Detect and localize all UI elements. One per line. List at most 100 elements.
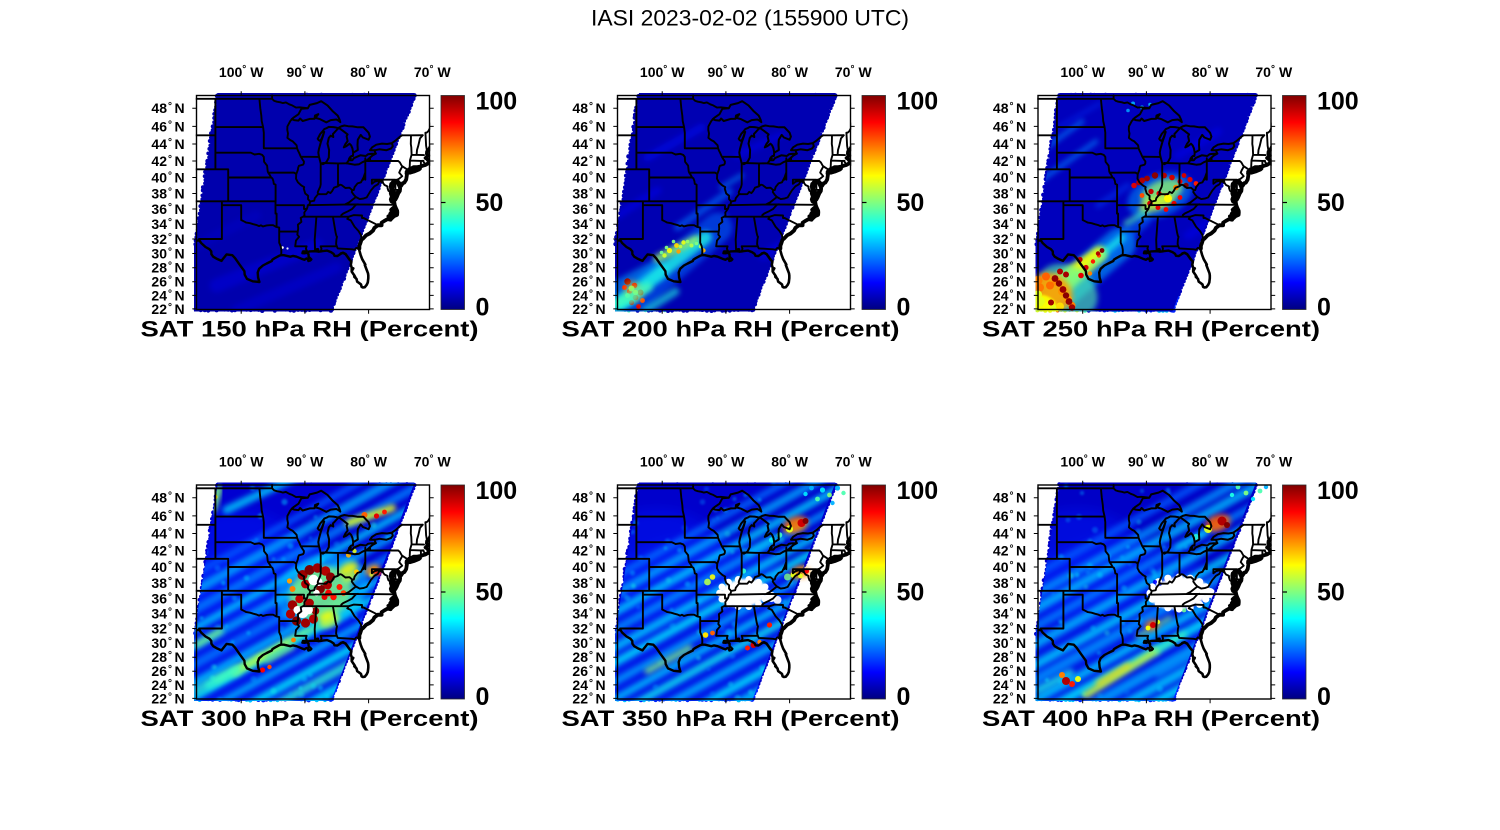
- svg-text:22: 22: [572, 690, 588, 706]
- svg-text:26: 26: [572, 663, 588, 679]
- svg-text:N: N: [1016, 508, 1026, 524]
- svg-text:42: 42: [993, 543, 1009, 559]
- svg-text:100°W: 100° W: [219, 64, 264, 80]
- svg-text:N: N: [596, 591, 606, 607]
- svg-text:N: N: [596, 153, 606, 169]
- svg-text:50: 50: [1317, 579, 1345, 607]
- svg-text:N: N: [175, 690, 185, 706]
- svg-text:°: °: [168, 592, 172, 603]
- svg-text:50: 50: [476, 579, 504, 607]
- svg-text:°: °: [1010, 664, 1014, 675]
- svg-text:90°W: 90° W: [287, 454, 325, 470]
- svg-text:N: N: [1016, 490, 1026, 506]
- svg-text:N: N: [175, 186, 185, 202]
- svg-text:°: °: [1010, 288, 1014, 299]
- svg-text:22: 22: [151, 301, 167, 317]
- svg-text:N: N: [1016, 543, 1026, 559]
- svg-text:°: °: [589, 202, 593, 213]
- svg-text:N: N: [596, 606, 606, 622]
- svg-text:34: 34: [151, 216, 167, 232]
- svg-text:N: N: [596, 274, 606, 290]
- svg-text:N: N: [175, 246, 185, 262]
- svg-text:N: N: [175, 649, 185, 665]
- svg-text:32: 32: [993, 621, 1009, 637]
- svg-text:N: N: [596, 100, 606, 116]
- svg-text:°: °: [589, 275, 593, 286]
- svg-text:80°W: 80° W: [350, 64, 388, 80]
- svg-text:°: °: [1010, 691, 1014, 702]
- svg-text:36: 36: [993, 591, 1009, 607]
- svg-text:50: 50: [897, 189, 925, 217]
- svg-text:48: 48: [151, 100, 167, 116]
- svg-text:0: 0: [1317, 294, 1331, 322]
- svg-text:40: 40: [993, 170, 1009, 186]
- svg-text:0: 0: [1317, 683, 1331, 711]
- svg-text:°: °: [589, 607, 593, 618]
- svg-text:90°W: 90° W: [708, 64, 746, 80]
- svg-text:°: °: [1010, 527, 1014, 538]
- svg-text:°: °: [589, 247, 593, 258]
- svg-text:°: °: [168, 217, 172, 228]
- svg-text:90°W: 90° W: [287, 64, 325, 80]
- svg-text:°: °: [589, 691, 593, 702]
- svg-text:24: 24: [572, 677, 588, 693]
- svg-text:42: 42: [572, 153, 588, 169]
- svg-text:°: °: [589, 678, 593, 689]
- svg-text:°: °: [589, 261, 593, 272]
- svg-text:N: N: [175, 677, 185, 693]
- svg-text:100: 100: [476, 477, 518, 505]
- svg-text:32: 32: [151, 231, 167, 247]
- svg-text:32: 32: [151, 621, 167, 637]
- svg-text:70°W: 70° W: [414, 64, 452, 80]
- svg-text:50: 50: [897, 579, 925, 607]
- svg-text:°: °: [1010, 119, 1014, 130]
- svg-text:24: 24: [993, 677, 1009, 693]
- svg-text:0: 0: [476, 294, 490, 322]
- svg-text:N: N: [1016, 606, 1026, 622]
- svg-text:34: 34: [572, 606, 588, 622]
- svg-text:°: °: [589, 622, 593, 633]
- svg-text:SAT 300 hPa RH (Percent): SAT 300 hPa RH (Percent): [141, 706, 479, 731]
- svg-text:34: 34: [151, 606, 167, 622]
- svg-text:°: °: [168, 261, 172, 272]
- svg-text:N: N: [1016, 575, 1026, 591]
- svg-text:N: N: [596, 301, 606, 317]
- svg-text:N: N: [596, 170, 606, 186]
- svg-text:°: °: [168, 527, 172, 538]
- svg-text:N: N: [596, 663, 606, 679]
- svg-text:N: N: [596, 526, 606, 542]
- svg-text:N: N: [175, 153, 185, 169]
- svg-text:°: °: [168, 154, 172, 165]
- svg-text:°: °: [589, 119, 593, 130]
- svg-text:100: 100: [897, 88, 939, 116]
- svg-text:80°W: 80° W: [1192, 454, 1230, 470]
- svg-text:N: N: [1016, 201, 1026, 217]
- svg-text:N: N: [1016, 677, 1026, 693]
- svg-text:28: 28: [572, 260, 588, 276]
- svg-text:100°W: 100° W: [640, 64, 685, 80]
- svg-text:N: N: [1016, 663, 1026, 679]
- svg-text:36: 36: [151, 201, 167, 217]
- svg-text:N: N: [596, 677, 606, 693]
- svg-text:N: N: [596, 260, 606, 276]
- svg-text:N: N: [175, 136, 185, 152]
- svg-text:N: N: [1016, 621, 1026, 637]
- svg-text:°: °: [168, 491, 172, 502]
- svg-text:N: N: [175, 301, 185, 317]
- svg-text:N: N: [596, 490, 606, 506]
- svg-text:28: 28: [572, 649, 588, 665]
- svg-text:N: N: [596, 690, 606, 706]
- svg-text:34: 34: [993, 606, 1009, 622]
- svg-text:N: N: [175, 591, 185, 607]
- svg-text:0: 0: [897, 683, 911, 711]
- svg-text:°: °: [168, 275, 172, 286]
- svg-text:N: N: [1016, 231, 1026, 247]
- svg-text:70°W: 70° W: [1255, 454, 1293, 470]
- svg-text:°: °: [1010, 261, 1014, 272]
- svg-text:42: 42: [993, 153, 1009, 169]
- svg-text:°: °: [589, 544, 593, 555]
- svg-text:N: N: [596, 543, 606, 559]
- svg-text:°: °: [589, 527, 593, 538]
- svg-text:°: °: [589, 650, 593, 661]
- svg-text:42: 42: [151, 543, 167, 559]
